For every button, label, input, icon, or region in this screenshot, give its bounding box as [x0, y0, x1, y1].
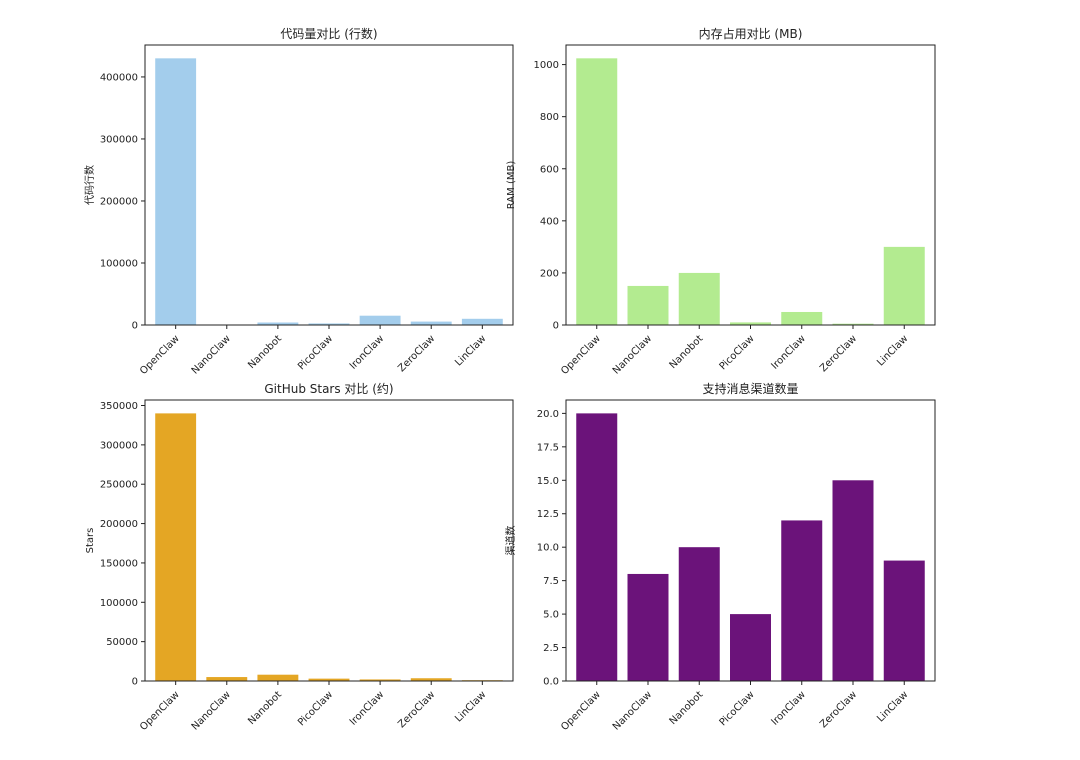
x-tick-label: IronClaw	[348, 333, 386, 371]
bar-zeroclaw	[832, 323, 874, 325]
y-axis-label: 渠道数	[504, 526, 517, 556]
bar-ironclaw	[781, 311, 823, 325]
bar-zeroclaw	[410, 321, 452, 325]
axes-frame	[144, 44, 514, 326]
y-tick-label: 600	[540, 164, 559, 175]
x-tick-label: NanoClaw	[190, 333, 233, 376]
y-axis-label: Stars	[85, 528, 96, 554]
x-tick-label: NanoClaw	[611, 333, 654, 376]
bar-nanobot	[257, 322, 299, 325]
x-tick-label: IronClaw	[769, 689, 807, 727]
x-tick-label: OpenClaw	[138, 333, 182, 377]
y-axis-label: RAM (MB)	[506, 161, 517, 210]
y-tick-label: 150000	[100, 558, 138, 569]
x-tick-label: LinClaw	[453, 689, 488, 724]
y-tick-label: 200	[540, 268, 559, 279]
y-tick-label: 200000	[100, 196, 138, 207]
x-tick-label: ZeroClaw	[818, 689, 859, 730]
bar-picoclaw	[730, 614, 771, 681]
x-tick-label: PicoClaw	[718, 333, 757, 372]
y-tick-label: 0	[132, 321, 138, 332]
y-tick-label: 250000	[100, 480, 138, 491]
bar-nanoclaw	[206, 677, 248, 681]
y-tick-label: 7.5	[543, 576, 559, 587]
x-tick-label: LinClaw	[875, 333, 910, 368]
x-tick-label: Nanobot	[668, 333, 706, 371]
x-tick-label: PicoClaw	[718, 689, 757, 728]
y-tick-label: 350000	[100, 401, 138, 412]
y-tick-label: 100000	[100, 598, 138, 609]
x-tick-label: NanoClaw	[611, 689, 654, 732]
x-tick-label: PicoClaw	[296, 333, 335, 372]
y-tick-label: 200000	[100, 519, 138, 530]
y-tick-label: 800	[540, 112, 559, 123]
x-tick-label: LinClaw	[453, 333, 488, 368]
chart-title: GitHub Stars 对比 (约)	[264, 381, 393, 396]
chart-title: 内存占用对比 (MB)	[699, 26, 803, 41]
chart-panel-3: 0.0 2.5 5.0 7.5 10.0 12.5 15.0 17.5 20.0 OpenClaw…	[504, 381, 936, 733]
chart-panel-1: 0 200 400 600 800 1000 OpenClaw NanoClaw Nanobot…	[506, 26, 936, 377]
chart-title: 支持消息渠道数量	[702, 381, 798, 396]
chart-panel-0: 0 100000 200000 300000 400000 OpenClaw NanoCla…	[83, 26, 514, 377]
y-tick-label: 15.0	[537, 476, 559, 487]
chart-panel-2: 0 50000 100000 150000 200000 250000 300000 3500…	[85, 381, 514, 733]
x-tick-label: ZeroClaw	[396, 689, 437, 730]
x-tick-label: Nanobot	[246, 333, 284, 371]
axes-frame	[144, 399, 514, 682]
x-tick-label: Nanobot	[246, 689, 284, 727]
bar-nanobot	[678, 272, 720, 325]
y-axis-label: 代码行数	[83, 165, 96, 205]
y-tick-label: 400	[540, 216, 559, 227]
axes-frame	[565, 44, 936, 326]
y-tick-label: 10.0	[537, 543, 559, 554]
bar-nanobot	[678, 547, 720, 681]
x-tick-label: OpenClaw	[559, 689, 603, 733]
y-tick-label: 0.0	[543, 677, 559, 688]
bar-openclaw	[155, 413, 197, 681]
bar-openclaw	[576, 58, 618, 325]
x-tick-label: ZeroClaw	[818, 333, 859, 374]
y-tick-label: 300000	[100, 440, 138, 451]
y-tick-label: 20.0	[537, 409, 559, 420]
bar-linclaw	[461, 318, 503, 325]
y-tick-label: 17.5	[537, 442, 559, 453]
bar-ironclaw	[359, 679, 401, 681]
x-tick-label: ZeroClaw	[396, 333, 437, 374]
bar-zeroclaw	[410, 678, 452, 681]
y-tick-label: 300000	[100, 134, 138, 145]
y-tick-label: 50000	[106, 637, 138, 648]
x-tick-label: IronClaw	[348, 689, 386, 727]
bar-picoclaw	[730, 322, 771, 325]
y-tick-label: 5.0	[543, 610, 559, 621]
y-tick-label: 1000	[534, 60, 559, 71]
x-tick-label: Nanobot	[668, 689, 706, 727]
bar-linclaw	[883, 246, 925, 326]
x-tick-label: IronClaw	[769, 333, 807, 371]
bar-openclaw	[155, 58, 197, 325]
bar-picoclaw	[308, 678, 350, 681]
y-tick-label: 2.5	[543, 643, 559, 654]
x-tick-label: OpenClaw	[138, 689, 182, 733]
x-tick-label: OpenClaw	[559, 333, 603, 377]
y-tick-label: 12.5	[537, 509, 559, 520]
y-tick-label: 400000	[100, 72, 138, 83]
x-tick-label: PicoClaw	[296, 689, 335, 728]
bar-ironclaw	[781, 520, 823, 681]
bar-ironclaw	[359, 315, 401, 325]
chart-title: 代码量对比 (行数)	[280, 26, 377, 41]
bar-nanoclaw	[627, 573, 669, 681]
bar-picoclaw	[308, 323, 350, 325]
bar-nanobot	[257, 674, 299, 681]
x-tick-label: NanoClaw	[190, 689, 233, 732]
y-tick-label: 0	[553, 321, 559, 332]
bar-linclaw	[883, 560, 925, 681]
y-tick-label: 0	[132, 677, 138, 688]
x-tick-label: LinClaw	[875, 689, 910, 724]
bar-zeroclaw	[832, 480, 874, 681]
bar-openclaw	[576, 413, 618, 681]
bar-nanoclaw	[627, 285, 669, 325]
y-tick-label: 100000	[100, 258, 138, 269]
